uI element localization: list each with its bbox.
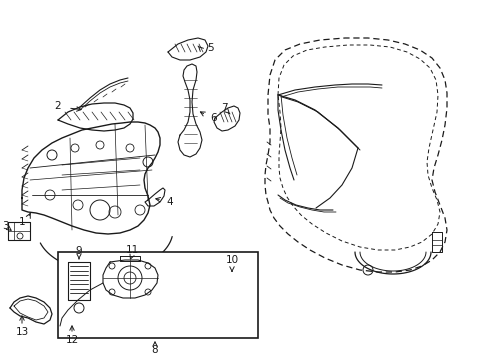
- Text: 9: 9: [76, 246, 82, 256]
- Text: 5: 5: [206, 43, 213, 53]
- Bar: [58, 252, 258, 338]
- Text: 12: 12: [65, 335, 79, 345]
- Text: 11: 11: [125, 245, 138, 255]
- Text: 10: 10: [225, 255, 238, 265]
- Text: 2: 2: [55, 101, 61, 111]
- Text: 13: 13: [15, 327, 29, 337]
- Text: 7: 7: [220, 103, 227, 113]
- Text: 1: 1: [19, 217, 25, 227]
- Text: 4: 4: [166, 197, 173, 207]
- Text: 6: 6: [210, 113, 217, 123]
- Text: 8: 8: [151, 345, 158, 355]
- Text: 3: 3: [1, 221, 8, 231]
